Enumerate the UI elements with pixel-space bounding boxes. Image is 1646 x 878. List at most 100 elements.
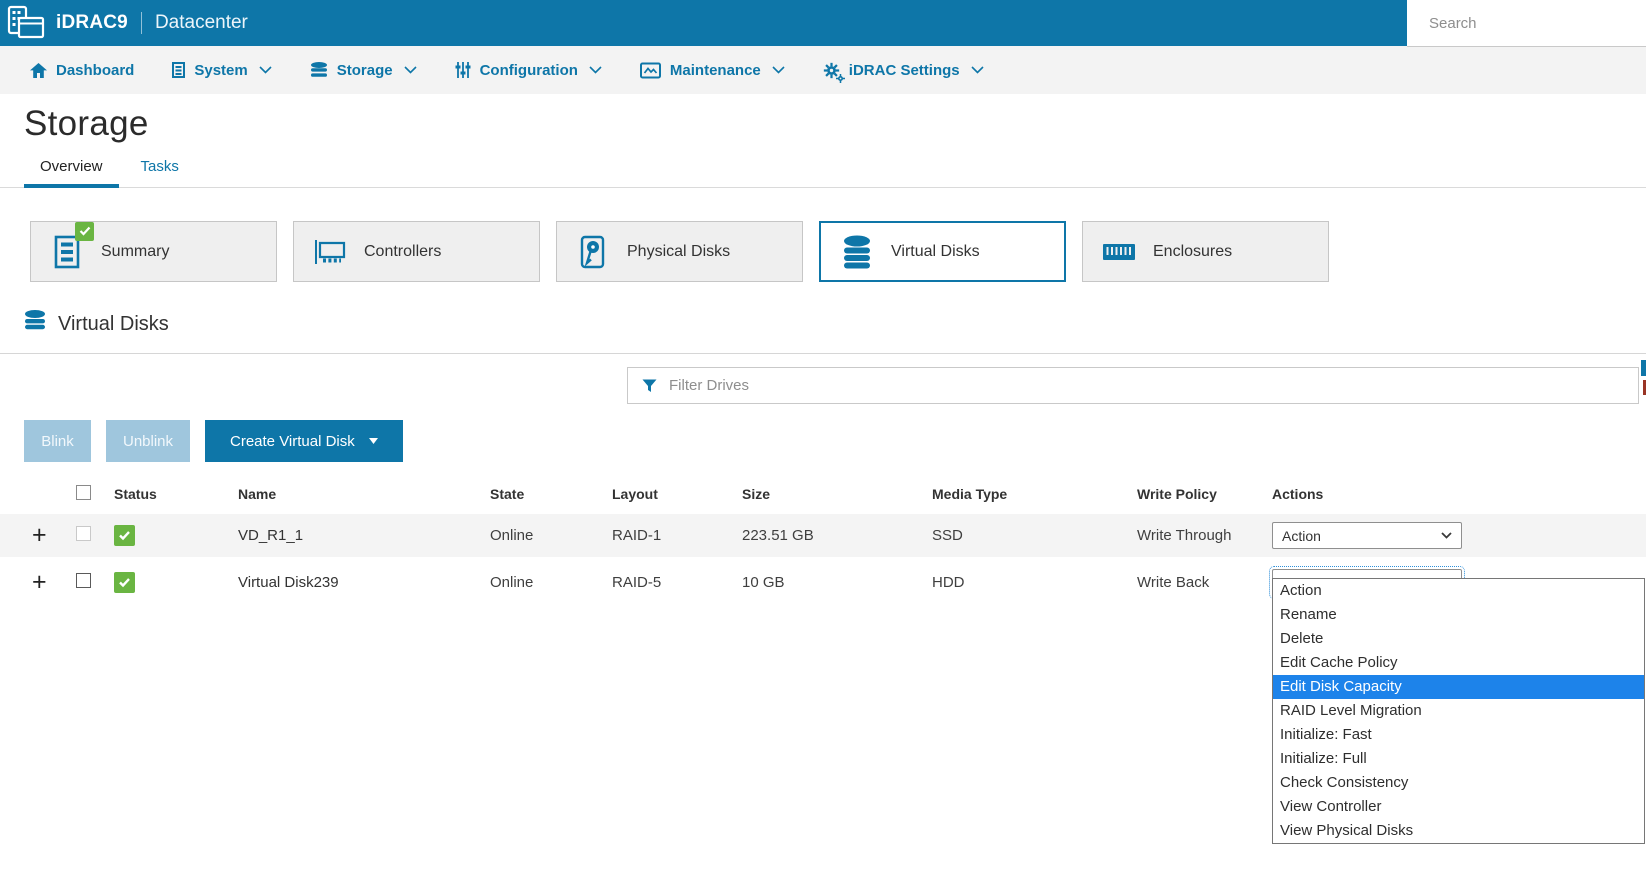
cell-layout: RAID-1 [612, 527, 662, 544]
filter-drives-input[interactable] [669, 368, 1638, 403]
home-icon [30, 62, 47, 78]
column-header-status: Status [114, 486, 157, 502]
cell-name: Virtual Disk239 [238, 574, 339, 591]
dropdown-option[interactable]: RAID Level Migration [1280, 702, 1422, 719]
dropdown-option[interactable]: Delete [1280, 630, 1324, 647]
status-ok-icon [114, 572, 135, 593]
system-icon [172, 62, 186, 78]
nav-item-idrac-settings[interactable]: iDRAC Settings [823, 62, 984, 83]
expand-row-button[interactable]: + [32, 520, 47, 549]
search-input[interactable] [1407, 0, 1646, 46]
section-divider [0, 353, 1646, 354]
page-title: Storage [24, 104, 149, 143]
chevron-down-icon [1441, 532, 1452, 539]
nav-item-dashboard[interactable]: Dashboard [30, 62, 134, 79]
search-box [1407, 0, 1646, 47]
gears-icon [823, 62, 845, 83]
caret-down-icon [368, 438, 378, 444]
create-virtual-disk-label: Create Virtual Disk [230, 432, 355, 450]
filter-drives-box [627, 367, 1639, 404]
summary-server-icon [49, 221, 94, 272]
action-select[interactable]: Action [1272, 522, 1462, 549]
cell-write-policy: Write Back [1137, 574, 1210, 591]
column-header-layout: Layout [612, 486, 658, 502]
nav-item-storage[interactable]: Storage [310, 62, 417, 79]
dropdown-option[interactable]: Rename [1280, 606, 1337, 623]
column-header-size: Size [742, 486, 771, 502]
virtual-disks-cylinder-icon [839, 232, 875, 272]
create-virtual-disk-button[interactable]: Create Virtual Disk [205, 420, 403, 462]
virtual-disks-icon [24, 310, 46, 339]
cell-size: 10 GB [742, 574, 785, 591]
column-header-name: Name [238, 486, 277, 502]
clipped-red-element [1643, 380, 1646, 395]
chevron-down-icon [404, 66, 417, 74]
column-header-state: State [490, 486, 525, 502]
nav-label: Dashboard [56, 61, 135, 79]
dropdown-option[interactable]: View Physical Disks [1280, 822, 1414, 839]
nav-item-maintenance[interactable]: Maintenance [639, 62, 785, 79]
storage-category-cards: Summary Controllers Physi [0, 221, 1646, 282]
card-summary[interactable]: Summary [30, 221, 277, 282]
dropdown-option-highlighted[interactable]: Edit Disk Capacity [1273, 675, 1644, 699]
brand-product: iDRAC9 [56, 12, 128, 33]
nav-label: Storage [336, 61, 393, 79]
dropdown-option[interactable]: Initialize: Fast [1280, 726, 1372, 743]
card-physical-disks[interactable]: Physical Disks [556, 221, 803, 282]
section-title: Virtual Disks [58, 313, 169, 335]
dropdown-option[interactable]: Action [1280, 582, 1322, 599]
card-virtual-disks[interactable]: Virtual Disks [819, 221, 1066, 282]
card-label: Controllers [364, 242, 442, 260]
maintenance-chart-icon [639, 62, 661, 79]
select-all-checkbox[interactable] [76, 485, 91, 500]
dropdown-option[interactable]: View Controller [1280, 798, 1382, 815]
table-header-row: Status Name State Layout Size Media Type… [0, 476, 1646, 512]
nav-item-system[interactable]: System [172, 61, 272, 79]
chevron-down-icon [971, 66, 984, 74]
unblink-button[interactable]: Unblink [106, 420, 190, 462]
section-header: Virtual Disks [0, 310, 1646, 339]
brand: iDRAC9 Datacenter [0, 5, 248, 41]
card-controllers[interactable]: Controllers [293, 221, 540, 282]
cell-write-policy: Write Through [1137, 527, 1232, 544]
tab-tasks[interactable]: Tasks [125, 158, 195, 187]
chevron-down-icon [589, 66, 602, 74]
row-checkbox[interactable] [76, 526, 91, 541]
column-header-media-type: Media Type [932, 486, 1008, 502]
clipped-blue-element [1641, 360, 1646, 376]
expand-row-button[interactable]: + [32, 567, 47, 596]
toolbar: Blink Unblink Create Virtual Disk [0, 420, 1646, 462]
cell-state: Online [490, 574, 534, 591]
blink-button[interactable]: Blink [24, 420, 91, 462]
nav-label: System [194, 61, 248, 79]
idrac-logo-icon [6, 5, 46, 41]
card-label: Summary [101, 242, 170, 260]
cell-layout: RAID-5 [612, 574, 662, 591]
cell-media-type: HDD [932, 574, 965, 591]
tab-bar: Overview Tasks [0, 158, 1646, 188]
column-header-actions: Actions [1272, 486, 1324, 502]
cell-name: VD_R1_1 [238, 527, 304, 544]
tab-overview[interactable]: Overview [24, 158, 119, 188]
dropdown-option[interactable]: Check Consistency [1280, 774, 1409, 791]
enclosure-icon [1101, 232, 1137, 272]
card-enclosures[interactable]: Enclosures [1082, 221, 1329, 282]
dropdown-option[interactable]: Initialize: Full [1280, 750, 1367, 767]
top-header: iDRAC9 Datacenter [0, 0, 1646, 47]
main-nav: Dashboard System Storage [0, 46, 1646, 94]
tab-label: Overview [40, 158, 103, 175]
card-label: Physical Disks [627, 242, 731, 260]
status-ok-badge [75, 221, 94, 241]
action-select-value: Action [1282, 527, 1321, 544]
cell-state: Online [490, 527, 534, 544]
column-header-write-policy: Write Policy [1137, 486, 1217, 502]
nav-item-configuration[interactable]: Configuration [455, 62, 602, 79]
storage-icon [310, 62, 328, 78]
controller-card-icon [312, 232, 348, 272]
tab-label: Tasks [140, 158, 179, 175]
dropdown-option[interactable]: Edit Cache Policy [1280, 654, 1398, 671]
row-checkbox[interactable] [76, 573, 91, 588]
virtual-disks-table: Status Name State Layout Size Media Type… [0, 476, 1646, 604]
status-ok-icon [114, 525, 135, 546]
